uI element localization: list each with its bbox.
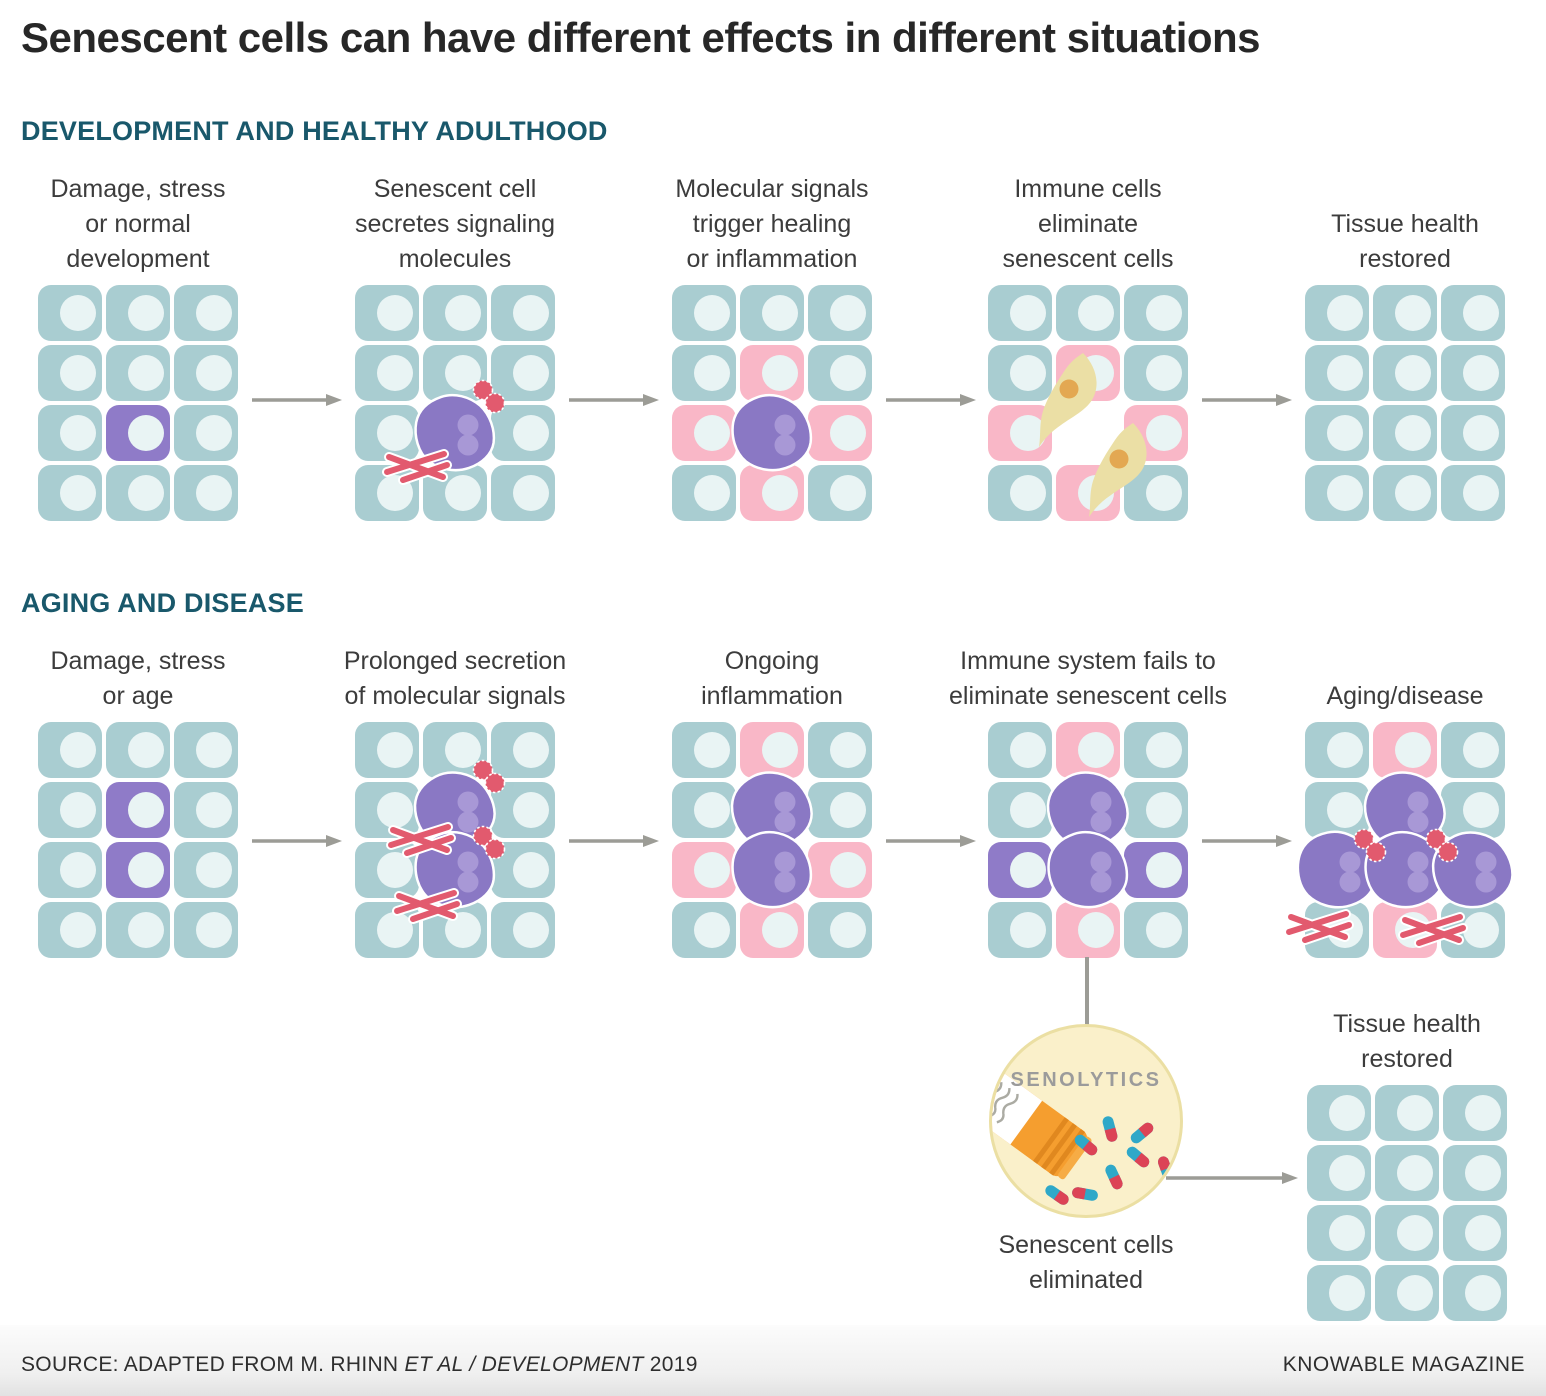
panel-senescent-secretes: Senescent cell secretes signaling molecu… [355,175,555,521]
cell-grid [355,285,555,521]
panel-label: Prolonged secretion of molecular signals [343,647,567,710]
pill-icon [1130,1122,1154,1144]
footer-source-italic: ET AL / DEVELOPMENT [404,1353,644,1376]
page-title: Senescent cells can have different effec… [21,14,1261,61]
arrow-right-icon [569,835,659,847]
arrow-right-icon [1166,1172,1298,1184]
panel-label: Ongoing inflammation [701,647,843,710]
cell-grid [1307,1085,1507,1321]
senolytics-circle: SENOLYTICS [989,1024,1183,1218]
arrow-right-icon [252,835,342,847]
pill-icon [1074,1134,1098,1156]
arrow-right-icon [886,835,976,847]
panel-damage-development: Damage, stress or normal development [38,175,238,521]
cell-grid [988,285,1188,521]
arrow-right-icon [1202,394,1292,406]
pill-icon [1072,1187,1098,1201]
pill-icon [1126,1146,1150,1168]
footer-source: SOURCE: ADAPTED FROM M. RHINN ET AL / DE… [21,1353,698,1377]
arrow-right-icon [252,394,342,406]
panel-signals-trigger: Molecular signals trigger healing or inf… [672,175,872,521]
panel-label: Immune system fails to eliminate senesce… [949,647,1227,710]
panel-label: Damage, stress or normal development [50,175,226,273]
panel-tissue-restored-1: Tissue health restored [1305,210,1505,521]
footer-bar: SOURCE: ADAPTED FROM M. RHINN ET AL / DE… [0,1325,1546,1396]
cell-grid [988,722,1188,958]
footer-credit: KNOWABLE MAGAZINE [1282,1353,1525,1376]
pills-illustration [992,1051,1175,1205]
arrow-right-icon [886,394,976,406]
panel-tissue-restored-2: Tissue health restored [1307,1010,1507,1321]
panel-prolonged-secretion: Prolonged secretion of molecular signals [344,647,566,958]
senolytics-caption: Senescent cells eliminated [998,1231,1174,1294]
arrow-right-icon [1202,835,1292,847]
section-heading-aging: AGING AND DISEASE [21,588,304,618]
panel-aging-disease: Aging/disease [1284,682,1514,958]
panel-label: Damage, stress or age [50,647,226,710]
footer-source-suffix: 2019 [643,1353,698,1376]
panel-label: Tissue health restored [1333,1010,1481,1073]
senolytics-label: SENOLYTICS [1010,1069,1162,1091]
panel-immune-eliminate: Immune cells eliminate senescent cells [988,175,1188,521]
panel-immune-fails: Immune system fails to eliminate senesce… [949,647,1227,958]
panel-label: Immune cells eliminate senescent cells [1002,175,1174,273]
pill-icon [1045,1185,1069,1205]
arrow-right-icon [569,394,659,406]
arrow-down-connector [1085,957,1089,1027]
cell-grid [672,722,872,958]
section-heading-development: DEVELOPMENT AND HEALTHY ADULTHOOD [21,116,608,146]
footer-source-prefix: SOURCE: ADAPTED FROM M. RHINN [21,1353,405,1376]
pill-icon [1105,1164,1123,1190]
panel-label: Senescent cell secretes signaling molecu… [354,175,556,273]
cell-grid [1305,285,1505,521]
panel-label: Aging/disease [1326,682,1484,710]
panel-label: Tissue health restored [1331,210,1479,273]
cell-grid [1284,722,1514,958]
cell-grid [38,722,238,958]
cell-grid [38,285,238,521]
panel-damage-age: Damage, stress or age [38,647,238,958]
panel-label: Molecular signals trigger healing or inf… [675,175,869,273]
cell-grid [672,285,872,521]
cell-grid [355,722,555,958]
pill-icon [1102,1116,1118,1142]
panel-ongoing-inflammation: Ongoing inflammation [672,647,872,958]
